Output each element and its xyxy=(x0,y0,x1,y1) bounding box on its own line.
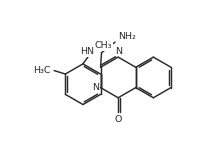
Text: N: N xyxy=(115,47,122,56)
Text: CH₃: CH₃ xyxy=(95,41,112,50)
Text: H₃C: H₃C xyxy=(33,66,51,75)
Text: N: N xyxy=(93,83,100,92)
Text: NH₂: NH₂ xyxy=(118,32,136,41)
Text: O: O xyxy=(114,115,122,124)
Text: HN: HN xyxy=(80,47,94,56)
